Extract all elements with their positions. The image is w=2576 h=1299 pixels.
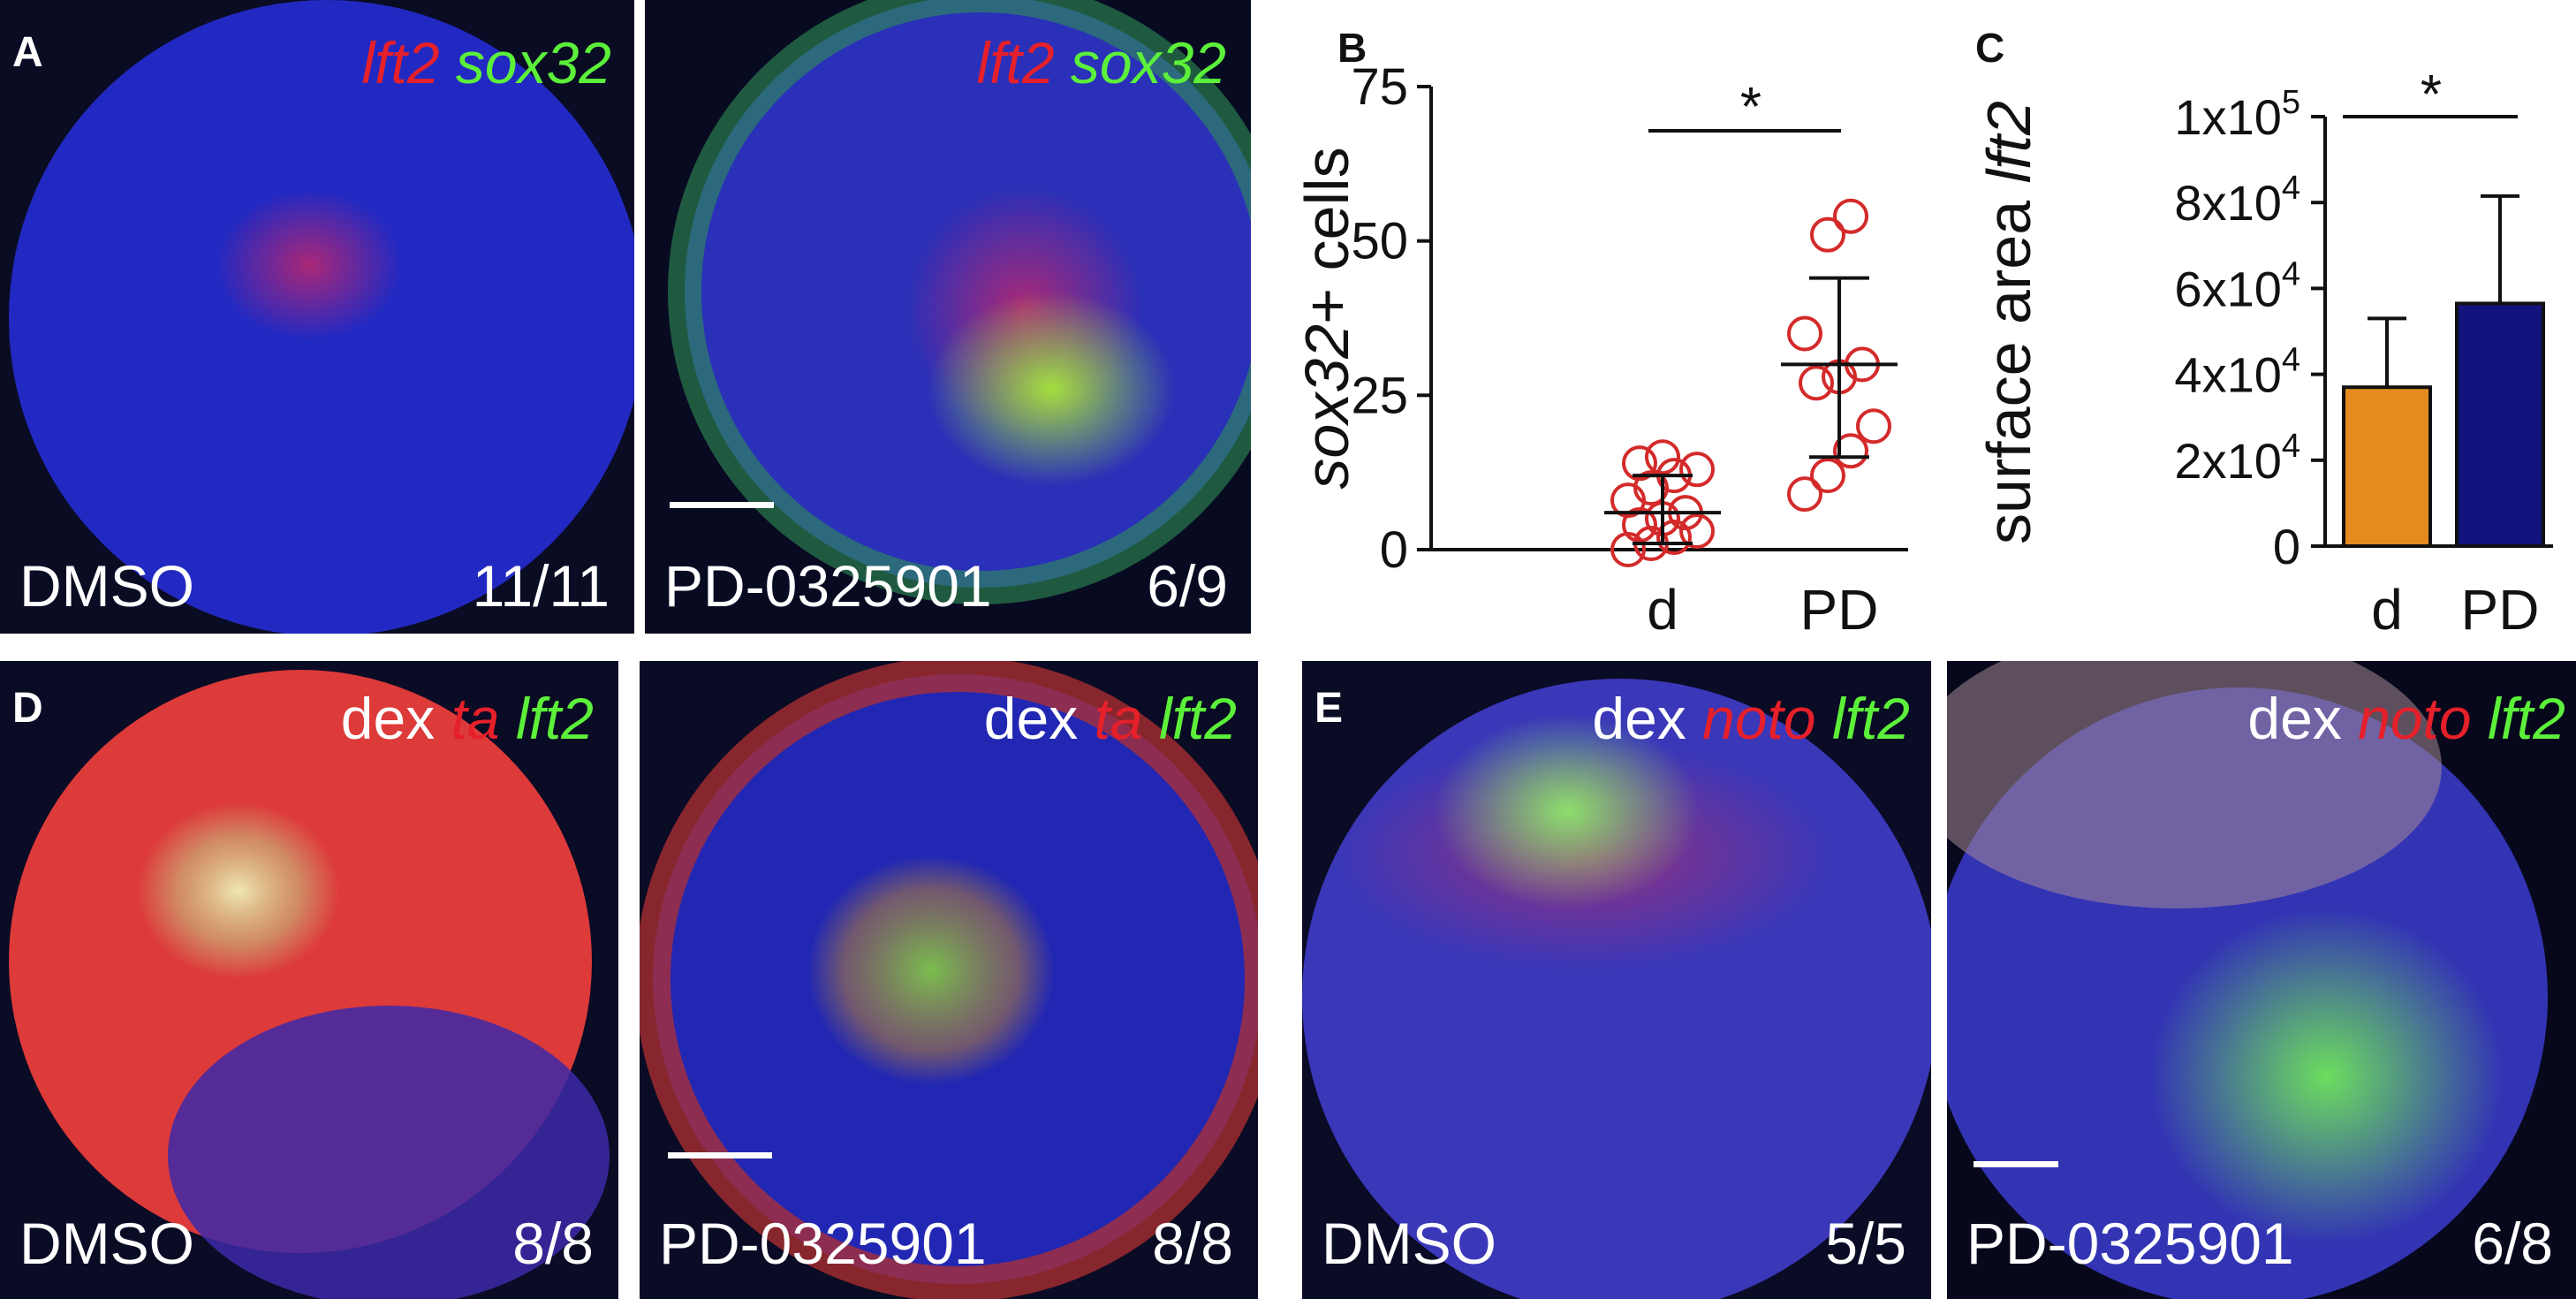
y-tick-label: 75 (1351, 58, 1408, 116)
data-point (1679, 513, 1715, 550)
data-point (1856, 408, 1891, 444)
data-point (1810, 458, 1845, 494)
probe-label: lft2 sox32 (976, 30, 1226, 95)
scale-bar (668, 1152, 772, 1158)
chart-b-svg: B 0 25 50 75 sox32+ cells d PD * (1292, 25, 1908, 642)
count-label: 8/8 (512, 1211, 594, 1276)
x-tick-label: PD (1800, 578, 1879, 642)
data-point (1799, 365, 1834, 401)
micrograph-d-dmso (0, 661, 618, 1299)
data-point (1787, 476, 1822, 513)
condition-label: DMSO (1322, 1211, 1496, 1276)
panel-letter: E (1315, 685, 1344, 732)
y-tick-label: 2x104 (2174, 428, 2300, 489)
count-label: 5/5 (1825, 1211, 1906, 1276)
panel-d-pd: dex ta lft2 PD-0325901 8/8 (640, 661, 1258, 1299)
y-tick-label: 8x104 (2174, 170, 2300, 231)
probe-label: dex ta lft2 (983, 686, 1237, 751)
y-tick-label: 50 (1351, 213, 1408, 270)
y-tick-label: 0 (2273, 519, 2300, 574)
data-point (1833, 198, 1868, 234)
significance-star: * (1740, 77, 1762, 138)
data-point (1833, 433, 1868, 469)
count-label: 11/11 (472, 553, 610, 619)
scale-bar (1974, 1161, 2058, 1167)
micrograph-a-dmso (0, 0, 634, 634)
panel-d-dmso: D dex ta lft2 DMSO 8/8 (0, 661, 618, 1299)
scale-bar (670, 502, 774, 508)
panel-e-pd: dex noto lft2 PD-0325901 6/8 (1947, 661, 2576, 1299)
condition-label: PD-0325901 (659, 1211, 987, 1276)
condition-label: PD-0325901 (664, 553, 992, 619)
bar-d (2342, 385, 2432, 548)
panel-a-dmso: A lft2 sox32 DMSO 11/11 (0, 0, 634, 634)
condition-label: DMSO (19, 1211, 194, 1276)
panel-letter: D (12, 685, 43, 732)
x-tick-label: d (2371, 578, 2403, 642)
probe-label: dex noto lft2 (1592, 686, 1910, 751)
chart-c: C 0 2x104 4x104 6x104 8x104 1x105 surface area … (1943, 0, 2576, 645)
panel-a-pd: lft2 sox32 PD-0325901 6/9 (645, 0, 1251, 634)
condition-label: PD-0325901 (1966, 1211, 2294, 1276)
data-point (1787, 315, 1822, 352)
chart-c-svg: C 0 2x104 4x104 6x104 8x104 1x105 surface area … (1974, 25, 2553, 642)
panel-letter: C (1975, 25, 2004, 71)
y-axis-label: surface area lft2 (1974, 101, 2043, 544)
micrograph-d-pd (640, 661, 1258, 1299)
probe-label: dex noto lft2 (2247, 686, 2565, 751)
y-tick-label: 4x104 (2174, 342, 2300, 403)
x-tick-label: PD (2461, 578, 2540, 642)
y-tick-label: 1x105 (2174, 84, 2300, 145)
bar-PD (2455, 301, 2545, 548)
panel-letter: A (12, 29, 43, 76)
panel-letter: B (1337, 25, 1367, 71)
data-point (1645, 439, 1680, 475)
y-axis-label: sox32+ cells (1292, 147, 1361, 489)
y-tick-label: 6x104 (2174, 255, 2300, 316)
count-label: 8/8 (1152, 1211, 1233, 1276)
y-tick-label: 25 (1351, 367, 1408, 424)
micrograph-a-pd (645, 0, 1251, 634)
significance-star: * (2421, 65, 2442, 125)
micrograph-e-pd (1947, 661, 2576, 1299)
count-label: 6/9 (1147, 553, 1228, 619)
micrograph-e-dmso (1302, 661, 1931, 1299)
probe-label: dex ta lft2 (340, 686, 594, 751)
y-tick-label: 0 (1380, 521, 1408, 579)
data-point (1810, 216, 1845, 253)
probe-label: lft2 sox32 (361, 30, 611, 95)
count-label: 6/8 (2472, 1211, 2553, 1276)
x-tick-label: d (1647, 578, 1678, 642)
data-point (1679, 452, 1715, 488)
panel-e-dmso: E dex noto lft2 DMSO 5/5 (1302, 661, 1931, 1299)
data-point (1622, 445, 1657, 482)
chart-b: B 0 25 50 75 sox32+ cells d PD * (1292, 0, 1917, 645)
condition-label: DMSO (19, 553, 194, 619)
